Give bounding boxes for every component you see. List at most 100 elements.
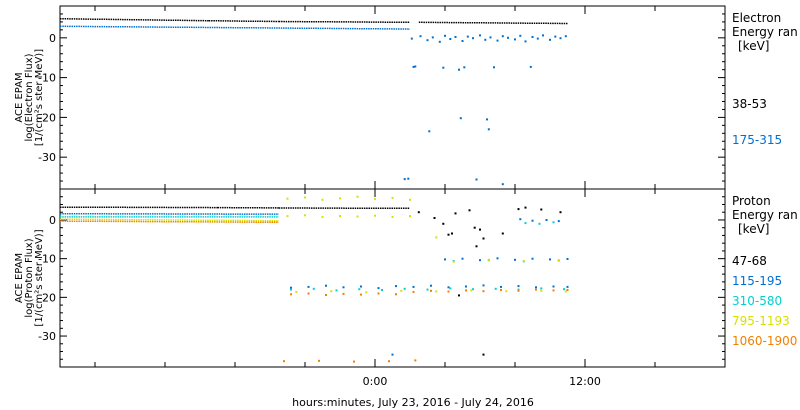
proton-data-point — [286, 215, 289, 218]
proton-data-point — [377, 292, 380, 295]
proton-data-point — [409, 198, 411, 201]
proton-data-point — [479, 259, 481, 262]
electron-data-point — [431, 36, 434, 39]
electron-series-38-53 — [59, 17, 568, 25]
electron-series-line — [60, 25, 410, 30]
electron-data-point — [496, 39, 499, 42]
proton-data-point — [356, 195, 359, 198]
proton-data-point — [535, 286, 537, 289]
proton-legend-item: 115-195 — [732, 274, 782, 288]
electron-data-point — [458, 68, 460, 71]
electron-y-axis-label-line: ACE EPAM — [14, 72, 25, 122]
proton-data-point — [435, 236, 438, 239]
proton-data-point — [557, 259, 560, 262]
proton-data-point — [409, 215, 411, 218]
electron-data-point — [514, 38, 516, 41]
electron-data-point — [412, 65, 415, 68]
proton-data-point — [522, 260, 525, 262]
proton-data-point — [468, 209, 471, 212]
electron-legend-item: 175-315 — [732, 133, 782, 147]
proton-data-point — [391, 196, 394, 199]
electron-data-point — [542, 34, 544, 37]
electron-data-point — [501, 35, 504, 38]
electron-y-tick-label: -10 — [38, 72, 56, 85]
proton-data-point — [564, 290, 567, 293]
proton-data-point — [482, 284, 485, 287]
proton-data-point — [290, 288, 292, 291]
electron-data-point — [484, 38, 487, 41]
proton-y-tick-label: -20 — [38, 291, 56, 304]
proton-data-point — [531, 219, 534, 222]
proton-data-point — [417, 211, 420, 214]
proton-data-point — [549, 258, 551, 261]
proton-data-point — [472, 288, 474, 291]
proton-data-point — [412, 290, 415, 293]
proton-data-point — [563, 288, 565, 291]
proton-y-tick-label: -10 — [38, 253, 56, 266]
x-tick-label: 12:00 — [569, 375, 601, 388]
x-axis-title: hours:minutes, July 23, 2016 - July 24, … — [292, 396, 534, 409]
proton-data-point — [535, 288, 537, 291]
proton-data-point — [374, 198, 376, 201]
electron-data-point — [486, 118, 488, 121]
proton-data-point — [430, 289, 432, 292]
proton-legend-item: 1060-1900 — [732, 334, 797, 348]
proton-data-point — [318, 359, 320, 362]
electron-series-175-315 — [60, 25, 567, 186]
electron-data-point — [493, 66, 495, 69]
proton-data-point — [325, 294, 327, 296]
proton-data-point — [496, 257, 499, 260]
proton-legend-item: 795-1193 — [732, 314, 790, 328]
x-axis: 0:00 12:00 — [363, 375, 601, 388]
electron-legend-item: 38-53 — [732, 97, 767, 111]
electron-series-line — [418, 21, 568, 25]
proton-data-point — [482, 290, 485, 293]
proton-data-point — [290, 293, 292, 296]
electron-data-point — [407, 177, 410, 180]
proton-series-795-1193 — [60, 195, 567, 294]
proton-data-point — [447, 233, 450, 236]
proton-data-point — [412, 285, 415, 288]
proton-data-point — [290, 286, 292, 289]
proton-data-point — [479, 228, 481, 231]
proton-data-point — [461, 257, 464, 260]
proton-data-point — [531, 257, 534, 260]
proton-data-point — [517, 289, 520, 292]
proton-data-point — [312, 287, 315, 290]
proton-data-point — [353, 360, 355, 363]
proton-data-point — [321, 198, 324, 201]
proton-data-point — [454, 212, 457, 215]
proton-data-point — [442, 222, 445, 225]
proton-y-axis-label-line: log(Proton Flux) — [24, 238, 35, 317]
proton-data-point — [307, 292, 310, 295]
proton-data-point — [500, 289, 502, 291]
proton-data-point — [566, 285, 569, 288]
electron-data-point — [459, 117, 462, 120]
proton-series-47-68 — [60, 206, 562, 356]
proton-data-point — [540, 287, 543, 290]
proton-data-point — [395, 285, 397, 288]
proton-series-115-195 — [60, 213, 569, 356]
proton-data-point — [458, 294, 460, 297]
proton-data-point — [307, 285, 310, 288]
electron-data-point — [449, 38, 452, 40]
proton-series-line — [60, 220, 279, 224]
electron-series-line — [278, 20, 410, 24]
proton-legend-subtitle: Energy ran — [732, 208, 798, 222]
electron-data-point — [507, 36, 509, 39]
proton-data-point — [482, 237, 485, 240]
electron-data-point — [403, 178, 406, 181]
proton-data-point — [449, 287, 452, 290]
proton-data-point — [487, 258, 490, 261]
proton-data-point — [524, 206, 527, 209]
x-tick-label: 0:00 — [363, 375, 388, 388]
proton-legend-item: 47-68 — [732, 254, 767, 268]
proton-data-point — [391, 215, 394, 218]
proton-data-point — [519, 218, 522, 221]
electron-data-point — [454, 36, 457, 38]
electron-data-point — [524, 40, 527, 43]
electron-y-axis-label-line: log(Electron Flux) — [24, 53, 35, 141]
electron-data-point — [414, 65, 417, 68]
proton-data-point — [447, 286, 450, 289]
